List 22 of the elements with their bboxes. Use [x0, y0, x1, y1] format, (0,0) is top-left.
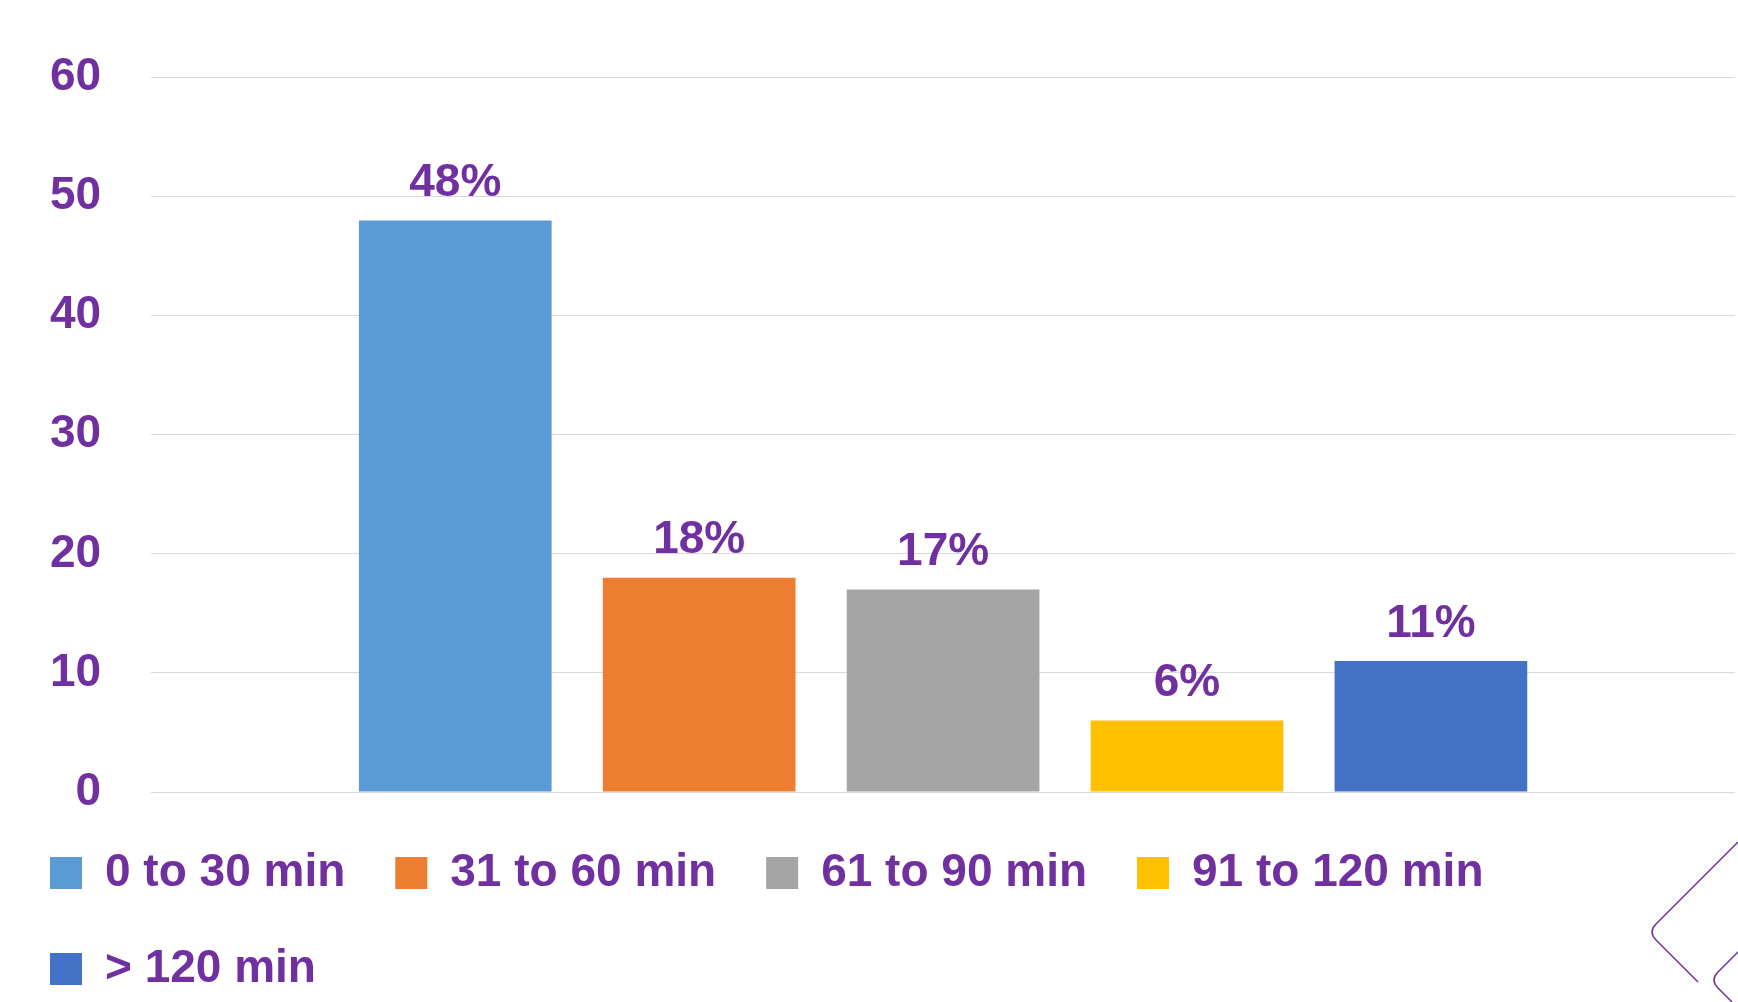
data-label: 17%	[897, 523, 990, 576]
bar	[358, 220, 552, 792]
legend-label: 91 to 120 min	[1192, 843, 1484, 896]
y-tick-label: 10	[49, 643, 102, 696]
bar	[1334, 661, 1528, 792]
bar	[602, 577, 796, 792]
legend-label: > 120 min	[105, 939, 316, 992]
y-tick-label: 0	[75, 762, 102, 815]
y-tick-label: 20	[49, 524, 102, 577]
data-label: 48%	[409, 154, 502, 207]
legend-label: 31 to 60 min	[450, 843, 717, 896]
bar	[846, 589, 1040, 792]
y-tick-label: 30	[49, 405, 102, 458]
y-tick-label: 60	[49, 48, 102, 101]
y-tick-label: 50	[49, 167, 102, 220]
bar	[1090, 720, 1284, 792]
y-tick-label: 40	[49, 286, 102, 339]
legend-label: 61 to 90 min	[821, 843, 1088, 896]
data-label: 6%	[1153, 654, 1221, 707]
data-label: 18%	[653, 511, 746, 564]
data-label: 11%	[1386, 594, 1476, 647]
legend-label: 0 to 30 min	[105, 843, 346, 896]
